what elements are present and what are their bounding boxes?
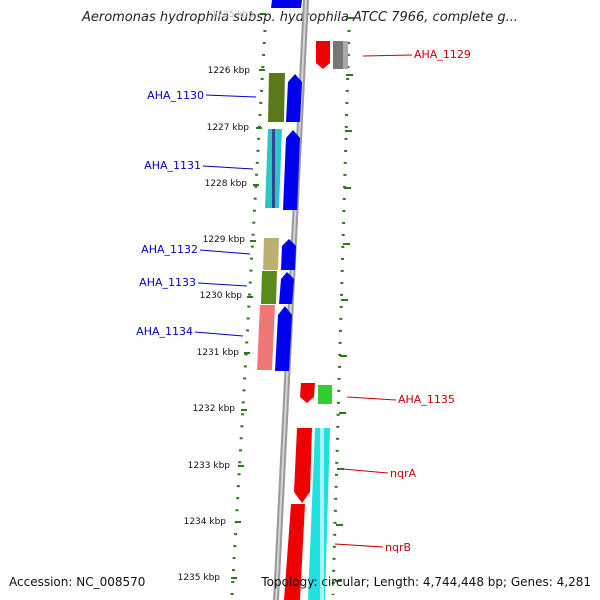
gene-aha-1130-blue[interactable] (286, 74, 302, 122)
gene-aha-1129-red[interactable] (316, 41, 330, 69)
gene-aha-1133-olive[interactable] (261, 271, 277, 304)
tick-label-1226: 1226 kbp (208, 66, 251, 76)
label-aha-1135[interactable]: AHA_1135 (398, 393, 455, 406)
label-aha-1131[interactable]: AHA_1131 (144, 159, 201, 172)
label-nqra[interactable]: nqrA (390, 467, 416, 480)
gene-top-blue[interactable] (271, 0, 302, 8)
gene-aha-1132-tan[interactable] (263, 238, 279, 270)
accession-text: Accession: NC_008570 (9, 575, 146, 589)
scale-labels: 1225 kbp 1226 kbp 1227 kbp 1228 kbp 1229… (178, 10, 255, 583)
map-title: Aeromonas hydrophila subsp. hydrophila A… (81, 10, 519, 25)
topology-text: Topology: circular; Length: 4,744,448 bp… (261, 575, 591, 589)
right-guide-line (331, 29, 351, 596)
gene-nqrb-red[interactable] (284, 504, 305, 600)
tick-label-1229: 1229 kbp (203, 235, 246, 245)
right-gene-labels: AHA_1129 AHA_1135 nqrA nqrB (334, 48, 471, 554)
gene-aha-1130-olive[interactable] (268, 73, 285, 122)
label-aha-1130[interactable]: AHA_1130 (147, 89, 204, 102)
tick-label-1232: 1232 kbp (193, 404, 236, 414)
label-aha-1134[interactable]: AHA_1134 (136, 325, 193, 338)
tick-label-1235: 1235 kbp (178, 573, 221, 583)
label-aha-1132[interactable]: AHA_1132 (141, 243, 198, 256)
gene-aha-1132-blue[interactable] (281, 239, 296, 270)
label-aha-1133[interactable]: AHA_1133 (139, 276, 196, 289)
gene-aha-1133-blue[interactable] (279, 272, 294, 304)
tick-label-1230: 1230 kbp (200, 291, 243, 301)
tick-marks (231, 13, 354, 582)
tick-label-1227: 1227 kbp (207, 123, 250, 133)
gene-aha-1135-red[interactable] (300, 383, 315, 403)
gene-aha-1134-blue[interactable] (275, 306, 292, 371)
tick-label-1231: 1231 kbp (197, 348, 240, 358)
tick-label-1225: 1225 kbp (212, 10, 255, 20)
gene-nqra-cyan[interactable] (308, 428, 330, 600)
tick-label-1228: 1228 kbp (205, 179, 248, 189)
label-nqrb[interactable]: nqrB (385, 541, 411, 554)
tick-label-1234: 1234 kbp (184, 517, 227, 527)
gene-nqra-red[interactable] (294, 428, 312, 503)
gene-aha-1131-blue[interactable] (283, 130, 300, 210)
label-aha-1129[interactable]: AHA_1129 (414, 48, 471, 61)
gene-aha-1135-green[interactable] (318, 385, 332, 404)
gene-aha-1134-pink[interactable] (257, 305, 275, 370)
tick-label-1233: 1233 kbp (188, 461, 231, 471)
left-gene-labels: AHA_1130 AHA_1131 AHA_1132 AHA_1133 AHA_… (136, 89, 257, 338)
